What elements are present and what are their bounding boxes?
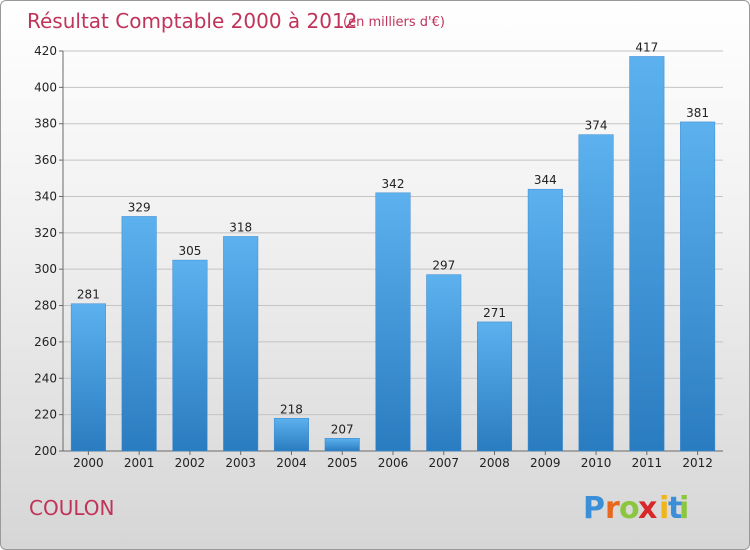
x-tick-label: 2004 [276, 456, 307, 470]
x-tick-label: 2001 [124, 456, 155, 470]
y-tick-label: 320 [34, 226, 57, 240]
bar [477, 321, 513, 452]
x-tick-label: 2008 [479, 456, 510, 470]
bar [223, 236, 259, 452]
data-label: 218 [280, 402, 303, 416]
y-tick-label: 220 [34, 408, 57, 422]
x-tick-label: 2012 [682, 456, 713, 470]
chart-title: Résultat Comptable 2000 à 2012 [27, 9, 357, 33]
x-tick-label: 2005 [327, 456, 358, 470]
x-tick-label: 2000 [73, 456, 104, 470]
bar [527, 188, 563, 452]
x-tick-label: 2010 [581, 456, 612, 470]
data-label: 342 [382, 177, 405, 191]
y-tick-label: 380 [34, 117, 57, 131]
data-label: 281 [77, 288, 100, 302]
bar [680, 121, 716, 452]
bar [70, 303, 106, 452]
data-label: 207 [331, 422, 354, 436]
x-tick-label: 2009 [530, 456, 561, 470]
x-tick-label: 2011 [632, 456, 663, 470]
bar [172, 259, 208, 452]
bar [273, 418, 309, 452]
y-tick-label: 420 [34, 44, 57, 58]
y-tick-label: 280 [34, 299, 57, 313]
bar [121, 216, 157, 452]
logo-letter: r [605, 491, 620, 526]
data-label: 329 [128, 200, 151, 214]
data-label: 271 [483, 306, 506, 320]
logo-letter: t [668, 491, 682, 526]
logo-letter: i [659, 491, 669, 526]
data-label: 417 [635, 40, 658, 54]
y-tick-label: 240 [34, 371, 57, 385]
x-tick-label: 2003 [225, 456, 256, 470]
bar [578, 134, 614, 452]
logo-letter: i [679, 491, 689, 526]
logo-letter: x [638, 491, 657, 526]
bar [426, 274, 462, 452]
data-label: 305 [178, 244, 201, 258]
x-tick-label: 2006 [378, 456, 409, 470]
y-tick-label: 360 [34, 153, 57, 167]
x-tick-label: 2007 [428, 456, 459, 470]
y-tick-label: 300 [34, 262, 57, 276]
plot-area: 200 220 240 260 280 300 320 340 360 380 400 420 281 2… [34, 40, 723, 470]
bar [324, 438, 360, 452]
y-tick-label: 400 [34, 80, 57, 94]
y-tick-label: 200 [34, 444, 57, 458]
logo-letter: o [619, 491, 640, 526]
chart-subtitle: (en milliers d'€) [343, 15, 445, 30]
logo-letter: P [583, 491, 605, 526]
data-label: 381 [686, 106, 709, 120]
bar [629, 56, 665, 452]
place-name: COULON [29, 496, 114, 520]
x-tick-label: 2002 [175, 456, 206, 470]
y-tick-label: 260 [34, 335, 57, 349]
data-label: 318 [229, 220, 252, 234]
data-label: 344 [534, 173, 557, 187]
data-label: 374 [585, 119, 608, 133]
y-tick-label: 340 [34, 189, 57, 203]
data-label: 297 [432, 259, 455, 273]
bar [375, 192, 411, 452]
